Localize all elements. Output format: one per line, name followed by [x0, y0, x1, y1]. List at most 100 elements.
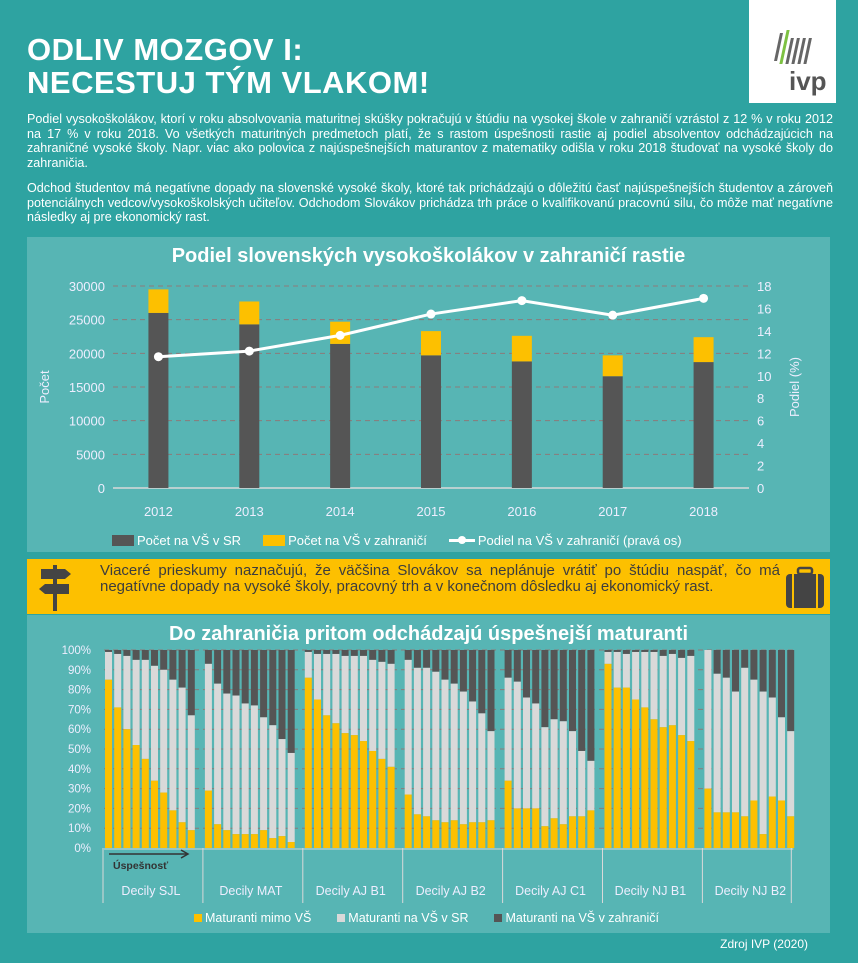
bar-abroad: [487, 650, 495, 732]
bar-abroad: [432, 650, 440, 672]
bar-mimo: [732, 812, 739, 848]
bar-abroad: [369, 650, 377, 660]
bar-mimo: [659, 727, 667, 848]
group-label: Decily AJ B1: [316, 884, 386, 898]
bar-abroad: [541, 650, 549, 728]
bar-sr: [722, 677, 730, 813]
bar-mimo: [613, 687, 621, 848]
bar-abroad: [787, 650, 795, 732]
y-tick-label: 70%: [68, 704, 91, 716]
bar-mimo: [350, 735, 358, 848]
bar-mimo: [778, 800, 785, 848]
bar-mimo: [214, 824, 222, 848]
bar-sr: [148, 312, 169, 488]
bar-mimo: [178, 822, 186, 848]
bar-sr: [214, 683, 222, 825]
bar-sr: [241, 703, 249, 835]
bar-mimo: [151, 780, 158, 848]
bar-abroad: [387, 650, 395, 664]
bar-mimo: [278, 836, 286, 848]
bar-mimo: [459, 824, 467, 848]
bar-abroad: [768, 650, 776, 698]
y-tick-label: 0%: [74, 843, 91, 855]
bar-mimo: [387, 766, 395, 848]
bar-sr: [704, 650, 712, 789]
bar-sr: [141, 659, 149, 759]
bar-sr: [423, 667, 431, 817]
legend-swatch-line: [448, 536, 475, 544]
bar-mimo: [650, 719, 658, 848]
suitcase-icon: [786, 566, 824, 608]
bar-mimo: [704, 788, 712, 848]
bar-mimo: [768, 796, 776, 848]
bar-sr: [169, 679, 177, 811]
bar-mimo: [304, 677, 312, 848]
y2-tick-label: 12: [757, 346, 771, 361]
bar-sr: [350, 655, 358, 736]
bar-sr: [602, 376, 623, 488]
bar-abroad: [132, 650, 140, 660]
bar-abroad: [713, 650, 721, 674]
bar-abroad: [241, 650, 249, 704]
bar-mimo: [204, 790, 212, 848]
bar-mimo: [559, 824, 567, 848]
bar-sr: [278, 739, 286, 837]
bar-abroad: [693, 337, 714, 363]
line-point: [335, 330, 345, 340]
y2-tick-label: 18: [757, 279, 771, 294]
group-label: Decily SJL: [121, 884, 180, 898]
bar-mimo: [341, 733, 349, 848]
bar-abroad: [123, 650, 131, 656]
bar-sr: [487, 731, 495, 821]
bar-sr: [713, 673, 721, 813]
bar-abroad: [148, 289, 169, 313]
bar-mimo: [232, 834, 240, 848]
bar-abroad: [459, 650, 467, 692]
bar-abroad: [323, 650, 331, 654]
bar-abroad: [421, 331, 441, 356]
bar-mimo: [441, 822, 449, 848]
legend-swatch-sr: [337, 914, 346, 922]
y2-tick-label: 2: [757, 459, 764, 474]
bar-mimo: [123, 729, 131, 848]
bar-sr: [641, 651, 649, 708]
bar-abroad: [204, 650, 212, 664]
y-tick-label: 100%: [62, 645, 91, 657]
bar-abroad: [587, 650, 595, 761]
bar-abroad: [578, 650, 586, 751]
bar-mimo: [105, 679, 112, 848]
bar-mimo: [223, 830, 231, 848]
bar-sr: [550, 719, 558, 819]
bar-mimo: [187, 830, 195, 848]
bar-sr: [123, 655, 131, 730]
bar-abroad: [232, 650, 240, 696]
bar-abroad: [378, 650, 386, 662]
chart-panel-abroad-share: Podiel slovenských vysokoškolákov v zahr…: [27, 237, 830, 552]
bar-abroad: [659, 650, 667, 656]
group-label: Decily MAT: [219, 884, 282, 898]
group-label: Decily NJ B1: [615, 884, 687, 898]
bar-sr: [513, 681, 521, 809]
legend-label-sr: Maturanti na VŠ v SR: [348, 911, 469, 925]
legend-label-abroad: Počet na VŠ v zahraničí: [288, 533, 427, 548]
bar-abroad: [223, 650, 231, 694]
bar-sr: [332, 653, 340, 724]
bar-sr: [478, 713, 486, 823]
chart-2-svg: 0% 10% 20% 30% 40% 50% 60% 70% 80% 90% 100% Decily …: [62, 645, 795, 903]
bar-sr: [160, 669, 168, 793]
chart-panel-deciles: Do zahraničia pritom odchádzajú úspešnej…: [27, 615, 830, 933]
bar-mimo: [622, 687, 630, 848]
x-tick-label: 2018: [689, 504, 718, 519]
bar-sr: [459, 691, 467, 825]
bar-sr: [559, 721, 567, 825]
bar-abroad: [750, 650, 758, 680]
y-tick-label: 0: [98, 481, 105, 496]
bar-abroad: [687, 650, 695, 656]
bar-abroad: [550, 650, 558, 720]
y2-tick-label: 10: [757, 369, 771, 384]
bar-abroad: [287, 650, 295, 753]
y-tick-label: 50%: [68, 744, 91, 756]
line-point: [517, 296, 527, 306]
bar-abroad: [759, 650, 767, 692]
bar-abroad: [441, 650, 449, 680]
